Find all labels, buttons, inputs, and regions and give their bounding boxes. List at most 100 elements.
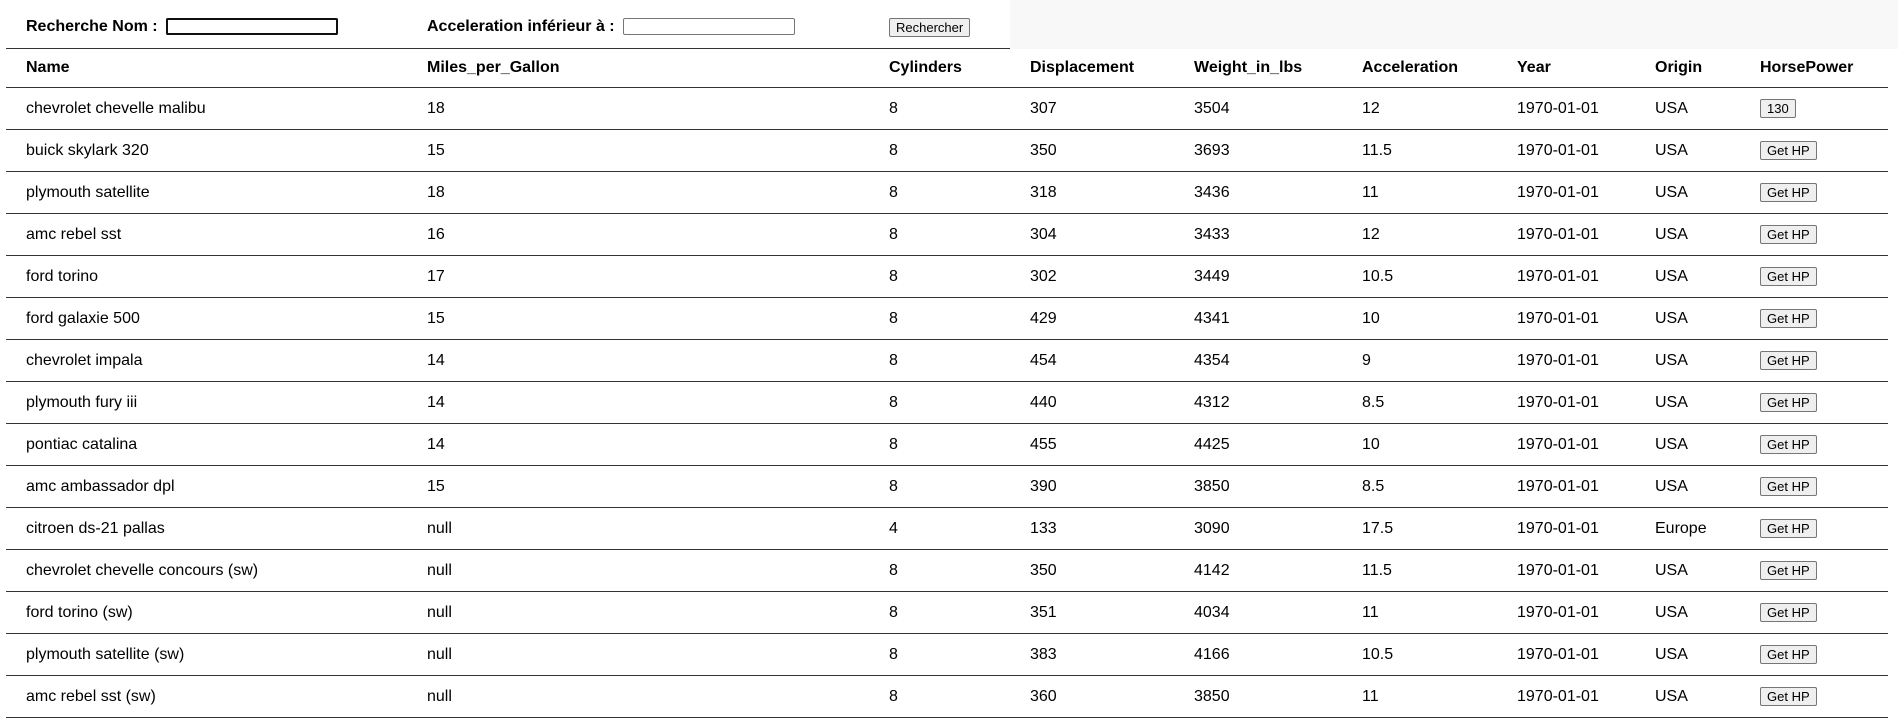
cell-acceleration: 10.5 — [1342, 255, 1497, 298]
cell-origin: USA — [1635, 297, 1740, 340]
column-header-weight: Weight_in_lbs — [1174, 48, 1342, 88]
cell-weight: 3090 — [1174, 507, 1342, 550]
column-header-cylinders: Cylinders — [869, 48, 1010, 88]
get-hp-button[interactable]: Get HP — [1760, 225, 1817, 244]
cell-weight: 4354 — [1174, 339, 1342, 382]
cell-mpg: 14 — [407, 381, 869, 424]
cell-horsepower: Get HP — [1740, 423, 1888, 466]
cell-weight: 4166 — [1174, 633, 1342, 676]
cell-name: amc rebel sst (sw) — [6, 675, 407, 718]
cell-origin: USA — [1635, 171, 1740, 214]
cell-acceleration: 10 — [1342, 297, 1497, 340]
search-accel-label: Acceleration inférieur à : — [427, 18, 615, 35]
cell-horsepower: Get HP — [1740, 675, 1888, 718]
cell-weight: 4142 — [1174, 549, 1342, 592]
cell-cylinders: 8 — [869, 255, 1010, 298]
cell-origin: USA — [1635, 339, 1740, 382]
search-accel-input[interactable] — [623, 18, 796, 36]
cell-displacement: 318 — [1010, 171, 1174, 214]
column-header-horsepower: HorsePower — [1740, 48, 1888, 88]
get-hp-button[interactable]: Get HP — [1760, 645, 1817, 664]
cell-cylinders: 8 — [869, 339, 1010, 382]
cell-cylinders: 8 — [869, 675, 1010, 718]
cell-acceleration: 8.5 — [1342, 465, 1497, 508]
cell-year: 1970-01-01 — [1497, 423, 1635, 466]
cell-origin: USA — [1635, 633, 1740, 676]
cell-origin: USA — [1635, 213, 1740, 256]
cell-year: 1970-01-01 — [1497, 129, 1635, 172]
get-hp-button[interactable]: Get HP — [1760, 183, 1817, 202]
cell-acceleration: 11 — [1342, 675, 1497, 718]
get-hp-button[interactable]: Get HP — [1760, 477, 1817, 496]
cell-horsepower: Get HP — [1740, 297, 1888, 340]
cell-displacement: 454 — [1010, 339, 1174, 382]
cell-mpg: 18 — [407, 87, 869, 130]
cell-name: ford torino (sw) — [6, 591, 407, 634]
cell-cylinders: 8 — [869, 591, 1010, 634]
table-row: chevrolet chevelle malibu 18 8 307 3504 12 197… — [6, 87, 1888, 130]
cell-origin: USA — [1635, 549, 1740, 592]
cell-acceleration: 8.5 — [1342, 381, 1497, 424]
get-hp-button[interactable]: Get HP — [1760, 435, 1817, 454]
cell-weight: 3449 — [1174, 255, 1342, 298]
cell-mpg: null — [407, 507, 869, 550]
cell-displacement: 440 — [1010, 381, 1174, 424]
cell-acceleration: 12 — [1342, 87, 1497, 130]
search-button[interactable]: Rechercher — [889, 17, 971, 37]
cell-year: 1970-01-01 — [1497, 633, 1635, 676]
cell-year: 1970-01-01 — [1497, 465, 1635, 508]
cell-acceleration: 10 — [1342, 423, 1497, 466]
cell-displacement: 307 — [1010, 87, 1174, 130]
cell-acceleration: 9 — [1342, 339, 1497, 382]
table-row: citroen ds-21 pallas null 4 133 3090 17.5 1970… — [6, 507, 1888, 550]
get-hp-button[interactable]: Get HP — [1760, 561, 1817, 580]
cell-name: plymouth satellite (sw) — [6, 633, 407, 676]
get-hp-button[interactable]: 130 — [1760, 99, 1796, 118]
cell-weight: 3850 — [1174, 465, 1342, 508]
search-name-cell: Recherche Nom : — [6, 6, 407, 49]
cell-year: 1970-01-01 — [1497, 255, 1635, 298]
cell-origin: USA — [1635, 423, 1740, 466]
cell-mpg: 15 — [407, 129, 869, 172]
get-hp-button[interactable]: Get HP — [1760, 519, 1817, 538]
get-hp-button[interactable]: Get HP — [1760, 141, 1817, 160]
get-hp-button[interactable]: Get HP — [1760, 267, 1817, 286]
cell-origin: USA — [1635, 465, 1740, 508]
column-header-displacement: Displacement — [1010, 48, 1174, 88]
cell-displacement: 455 — [1010, 423, 1174, 466]
cell-year: 1970-01-01 — [1497, 591, 1635, 634]
cell-acceleration: 11 — [1342, 171, 1497, 214]
cell-displacement: 351 — [1010, 591, 1174, 634]
get-hp-button[interactable]: Get HP — [1760, 603, 1817, 622]
cell-displacement: 133 — [1010, 507, 1174, 550]
cell-name: chevrolet impala — [6, 339, 407, 382]
cell-year: 1970-01-01 — [1497, 171, 1635, 214]
get-hp-button[interactable]: Get HP — [1760, 393, 1817, 412]
cell-horsepower: Get HP — [1740, 213, 1888, 256]
cell-mpg: 16 — [407, 213, 869, 256]
cell-year: 1970-01-01 — [1497, 549, 1635, 592]
cell-mpg: 14 — [407, 339, 869, 382]
cell-cylinders: 8 — [869, 87, 1010, 130]
cell-mpg: null — [407, 633, 869, 676]
cell-weight: 3850 — [1174, 675, 1342, 718]
cell-name: ford galaxie 500 — [6, 297, 407, 340]
cell-year: 1970-01-01 — [1497, 213, 1635, 256]
cell-weight: 4425 — [1174, 423, 1342, 466]
get-hp-button[interactable]: Get HP — [1760, 687, 1817, 706]
get-hp-button[interactable]: Get HP — [1760, 351, 1817, 370]
search-bar: Recherche Nom : Acceleration inférieur à… — [6, 6, 1888, 49]
cell-origin: USA — [1635, 381, 1740, 424]
cell-name: chevrolet chevelle concours (sw) — [6, 549, 407, 592]
cell-acceleration: 10.5 — [1342, 633, 1497, 676]
cell-year: 1970-01-01 — [1497, 339, 1635, 382]
cell-displacement: 429 — [1010, 297, 1174, 340]
cell-horsepower: Get HP — [1740, 507, 1888, 550]
table-row: ford galaxie 500 15 8 429 4341 10 1970-01-01 US… — [6, 297, 1888, 340]
search-name-input[interactable] — [166, 18, 339, 36]
get-hp-button[interactable]: Get HP — [1760, 309, 1817, 328]
cell-name: pontiac catalina — [6, 423, 407, 466]
cell-cylinders: 8 — [869, 171, 1010, 214]
cell-origin: USA — [1635, 87, 1740, 130]
cell-horsepower: Get HP — [1740, 465, 1888, 508]
